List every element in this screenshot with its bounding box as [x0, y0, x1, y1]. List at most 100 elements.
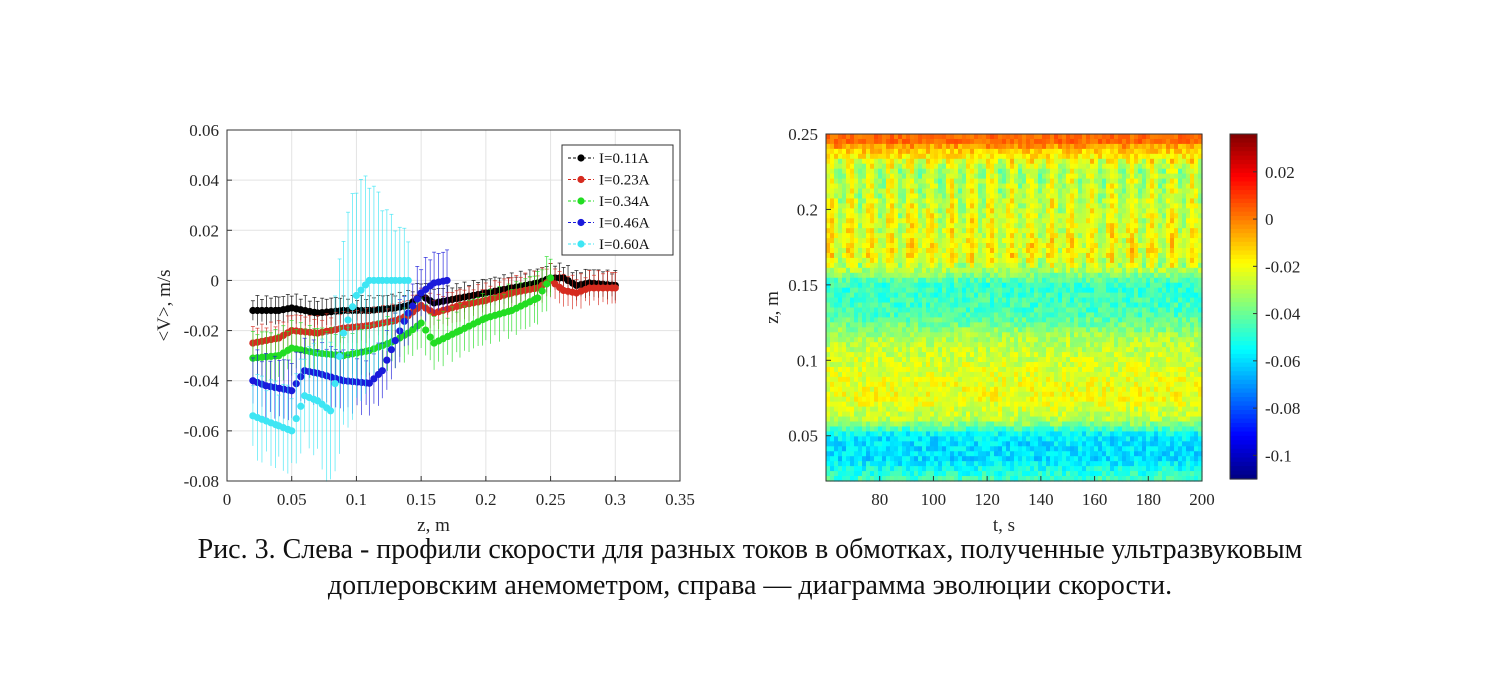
- heatmap-cell: [986, 252, 991, 259]
- heatmap-cell: [1114, 228, 1119, 234]
- heatmap-cell: [922, 332, 927, 338]
- heatmap-cell: [1006, 148, 1011, 155]
- heatmap-cell: [1138, 252, 1143, 259]
- heatmap-cell: [1154, 317, 1159, 323]
- heatmap-cell: [1194, 173, 1199, 180]
- heatmap-cell: [958, 198, 963, 204]
- data-point: [426, 333, 434, 341]
- heatmap-cell: [1126, 218, 1131, 224]
- heatmap-cell: [1030, 223, 1035, 229]
- heatmap-cell: [886, 213, 891, 219]
- heatmap-cell: [930, 198, 935, 204]
- heatmap-cell: [1134, 208, 1139, 214]
- heatmap-cell: [1014, 228, 1019, 234]
- heatmap-cell: [950, 153, 955, 160]
- heatmap-cell: [1078, 178, 1083, 185]
- heatmap-cell: [894, 134, 899, 140]
- heatmap-cell: [1046, 322, 1051, 328]
- heatmap-cell: [978, 138, 983, 145]
- heatmap-cell: [870, 193, 875, 200]
- heatmap-cell: [1130, 168, 1135, 175]
- heatmap-cell: [838, 327, 843, 333]
- heatmap-cell: [902, 282, 907, 289]
- heatmap-cell: [882, 178, 887, 185]
- heatmap-cell: [938, 272, 943, 279]
- heatmap-cell: [910, 238, 915, 244]
- heatmap-cell: [1118, 272, 1123, 279]
- heatmap-cell: [1106, 317, 1111, 323]
- heatmap-cell: [986, 332, 991, 338]
- heatmap-cell: [1078, 193, 1083, 200]
- heatmap-cell: [942, 337, 947, 343]
- heatmap-cell: [1178, 287, 1183, 294]
- heatmap-cell: [870, 287, 875, 294]
- heatmap-cell: [950, 233, 955, 239]
- heatmap-cell: [898, 292, 903, 299]
- heatmap-cell: [846, 134, 851, 140]
- heatmap-cell: [1066, 158, 1071, 165]
- heatmap-cell: [914, 168, 919, 175]
- data-point: [288, 427, 296, 435]
- heatmap-cell: [842, 134, 847, 140]
- heatmap-cell: [1102, 228, 1107, 234]
- heatmap-cell: [950, 178, 955, 185]
- heatmap-cell: [918, 327, 923, 333]
- heatmap-cell: [898, 208, 903, 214]
- heatmap-cell: [1078, 173, 1083, 180]
- heatmap-cell: [1134, 262, 1139, 269]
- heatmap-cell: [958, 267, 963, 274]
- heatmap-cell: [1186, 228, 1191, 234]
- heatmap-cell: [990, 153, 995, 160]
- heatmap-cell: [1082, 297, 1087, 304]
- heatmap-cell: [986, 218, 991, 224]
- heatmap-cell: [974, 302, 979, 309]
- heatmap-cell: [1086, 148, 1091, 155]
- heatmap-cell: [830, 317, 835, 323]
- heatmap-cell: [1018, 292, 1023, 299]
- heatmap-cell: [898, 183, 903, 190]
- heatmap-cell: [1086, 327, 1091, 333]
- heatmap-cell: [946, 208, 951, 214]
- heatmap-cell: [1038, 322, 1043, 328]
- heatmap-cell: [982, 322, 987, 328]
- heatmap-cell: [1130, 223, 1135, 229]
- heatmap-cell: [1038, 282, 1043, 289]
- heatmap-cell: [1058, 302, 1063, 309]
- heatmap-cell: [1150, 188, 1155, 195]
- heatmap-cell: [994, 248, 999, 254]
- heatmap-cell: [850, 238, 855, 244]
- heatmap-cell: [1026, 317, 1031, 323]
- heatmap-cell: [1142, 208, 1147, 214]
- heatmap-cell: [1186, 148, 1191, 155]
- heatmap-cell: [1114, 203, 1119, 209]
- heatmap-cell: [890, 262, 895, 269]
- heatmap-cell: [970, 188, 975, 195]
- heatmap-cell: [882, 277, 887, 284]
- heatmap-cell: [926, 143, 931, 150]
- heatmap-cell: [962, 158, 967, 165]
- heatmap-cell: [902, 252, 907, 259]
- heatmap-cell: [1070, 228, 1075, 234]
- heatmap-cell: [846, 297, 851, 304]
- heatmap-cell: [934, 223, 939, 229]
- heatmap-cell: [962, 322, 967, 328]
- heatmap-cell: [854, 317, 859, 323]
- heatmap-cell: [966, 302, 971, 309]
- heatmap-cell: [1082, 302, 1087, 309]
- heatmap-cell: [894, 238, 899, 244]
- heatmap-cell: [1098, 213, 1103, 219]
- heatmap-cell: [1102, 163, 1107, 170]
- heatmap-cell: [1118, 143, 1123, 150]
- heatmap-cell: [1034, 228, 1039, 234]
- heatmap-cell: [1178, 223, 1183, 229]
- heatmap-cell: [978, 134, 983, 140]
- heatmap-cell: [1110, 183, 1115, 190]
- heatmap-cell: [1158, 198, 1163, 204]
- heatmap-cell: [1094, 302, 1099, 309]
- heatmap-cell: [1062, 317, 1067, 323]
- heatmap-cell: [1066, 252, 1071, 259]
- heatmap-cell: [862, 233, 867, 239]
- heatmap-cell: [1086, 153, 1091, 160]
- heatmap-cell: [1150, 317, 1155, 323]
- heatmap-cell: [850, 188, 855, 195]
